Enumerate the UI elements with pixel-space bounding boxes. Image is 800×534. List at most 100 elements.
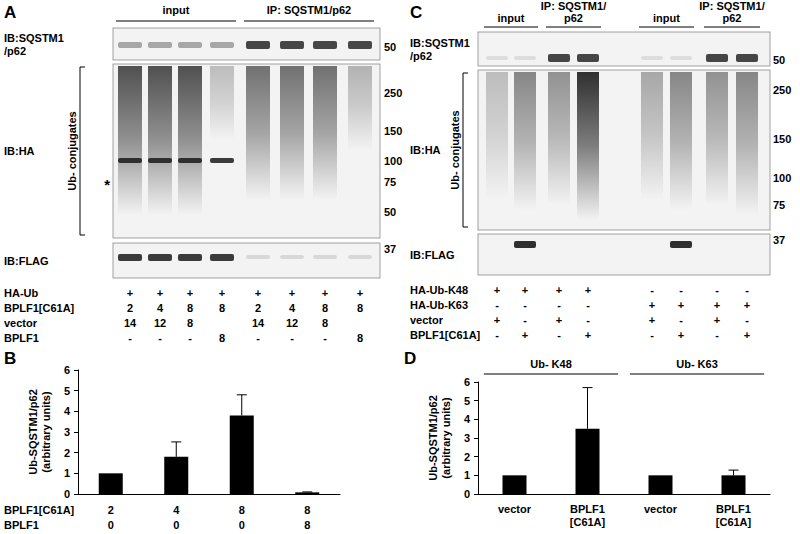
svg-text:-: -: [158, 332, 162, 344]
svg-text:14: 14: [124, 317, 137, 329]
svg-text:+: +: [494, 284, 500, 296]
svg-text:2: 2: [127, 302, 133, 314]
svg-text:+: +: [744, 299, 750, 311]
svg-text:-: -: [495, 329, 499, 341]
svg-text:-: -: [715, 329, 719, 341]
svg-text:D: D: [404, 349, 416, 368]
svg-text:4: 4: [64, 405, 71, 417]
svg-text:0: 0: [464, 488, 470, 500]
svg-text:A: A: [4, 3, 16, 22]
svg-text:Ub-SQSTM1/p62: Ub-SQSTM1/p62: [27, 389, 39, 475]
svg-text:+: +: [219, 287, 225, 299]
svg-text:Ub- conjugates: Ub- conjugates: [66, 111, 78, 190]
svg-text:(arbitrary units): (arbitrary units): [40, 391, 52, 473]
svg-text:12: 12: [286, 317, 298, 329]
svg-text:HA-Ub-K48: HA-Ub-K48: [410, 284, 468, 296]
svg-text:IB:FLAG: IB:FLAG: [4, 255, 49, 267]
svg-text:2: 2: [64, 447, 70, 459]
svg-text:vector: vector: [410, 314, 444, 326]
svg-text:-: -: [745, 284, 749, 296]
svg-text:100: 100: [384, 155, 402, 167]
svg-text:1: 1: [64, 467, 70, 479]
svg-text:0: 0: [239, 519, 245, 531]
svg-text:-: -: [586, 314, 590, 326]
svg-text:-: -: [679, 314, 683, 326]
svg-text:Ub- K48: Ub- K48: [530, 358, 572, 370]
svg-text:IP: SQSTM1/p62: IP: SQSTM1/p62: [541, 0, 606, 24]
svg-text:0: 0: [173, 519, 179, 531]
svg-text:8: 8: [219, 302, 225, 314]
svg-text:-: -: [679, 284, 683, 296]
svg-text:IP: SQSTM1/p62: IP: SQSTM1/p62: [699, 0, 764, 24]
svg-text:+: +: [255, 287, 261, 299]
svg-text:+: +: [678, 329, 684, 341]
svg-text:8: 8: [304, 504, 310, 516]
svg-text:75: 75: [773, 199, 785, 211]
svg-text:4: 4: [464, 413, 471, 425]
svg-text:8: 8: [304, 519, 310, 531]
svg-text:4: 4: [173, 504, 180, 516]
svg-text:+: +: [556, 314, 562, 326]
svg-text:BPLF1: BPLF1: [716, 503, 751, 515]
svg-text:8: 8: [187, 302, 193, 314]
svg-text:C: C: [410, 3, 422, 22]
svg-text:IB:SQSTM1/p62: IB:SQSTM1/p62: [410, 37, 470, 62]
svg-text:-: -: [290, 332, 294, 344]
svg-text:-: -: [523, 314, 527, 326]
svg-text:2: 2: [464, 451, 470, 463]
svg-text:8: 8: [219, 332, 225, 344]
svg-text:IP: SQSTM1/p62: IP: SQSTM1/p62: [267, 4, 351, 16]
svg-text:BPLF1[C61A]: BPLF1[C61A]: [410, 329, 481, 341]
svg-text:+: +: [585, 284, 591, 296]
svg-text:150: 150: [384, 125, 402, 137]
svg-text:IB:HA: IB:HA: [410, 144, 441, 156]
svg-text:*: *: [104, 176, 110, 193]
svg-text:2: 2: [255, 302, 261, 314]
svg-text:BPLF1[C61A]: BPLF1[C61A]: [4, 302, 75, 314]
svg-text:[C61A]: [C61A]: [716, 516, 752, 528]
svg-text:4: 4: [157, 302, 164, 314]
svg-text:BPLF1[C61A]: BPLF1[C61A]: [4, 504, 75, 516]
svg-text:B: B: [4, 349, 16, 368]
svg-text:-: -: [557, 329, 561, 341]
svg-text:50: 50: [384, 41, 396, 53]
svg-text:8: 8: [322, 317, 328, 329]
svg-text:100: 100: [773, 172, 791, 184]
svg-text:+: +: [714, 314, 720, 326]
svg-text:-: -: [323, 332, 327, 344]
svg-text:-: -: [586, 299, 590, 311]
svg-text:-: -: [256, 332, 260, 344]
svg-text:8: 8: [357, 332, 363, 344]
svg-text:-: -: [745, 314, 749, 326]
svg-text:+: +: [585, 329, 591, 341]
svg-text:-: -: [495, 299, 499, 311]
svg-text:250: 250: [384, 87, 402, 99]
svg-text:Ub-SQSTM1/p62: Ub-SQSTM1/p62: [427, 395, 439, 481]
svg-text:vector: vector: [498, 503, 532, 515]
svg-text:1: 1: [464, 469, 470, 481]
svg-text:IB:FLAG: IB:FLAG: [410, 249, 455, 261]
svg-text:input: input: [498, 12, 525, 24]
svg-text:3: 3: [464, 432, 470, 444]
svg-text:12: 12: [154, 317, 166, 329]
svg-text:-: -: [128, 332, 132, 344]
svg-text:75: 75: [384, 176, 396, 188]
svg-text:HA-Ub: HA-Ub: [4, 287, 38, 299]
svg-text:+: +: [322, 287, 328, 299]
svg-text:vector: vector: [4, 317, 38, 329]
svg-text:8: 8: [187, 317, 193, 329]
svg-text:+: +: [357, 287, 363, 299]
svg-text:4: 4: [289, 302, 296, 314]
svg-text:BPLF1: BPLF1: [4, 519, 39, 531]
svg-text:14: 14: [252, 317, 265, 329]
svg-text:[C61A]: [C61A]: [570, 516, 606, 528]
svg-text:+: +: [522, 284, 528, 296]
svg-text:2: 2: [108, 504, 114, 516]
svg-text:-: -: [557, 299, 561, 311]
svg-text:50: 50: [773, 54, 785, 66]
svg-text:0: 0: [64, 488, 70, 500]
svg-text:-: -: [650, 329, 654, 341]
svg-text:(arbitrary units): (arbitrary units): [440, 397, 452, 479]
svg-text:+: +: [522, 329, 528, 341]
svg-text:250: 250: [773, 84, 791, 96]
